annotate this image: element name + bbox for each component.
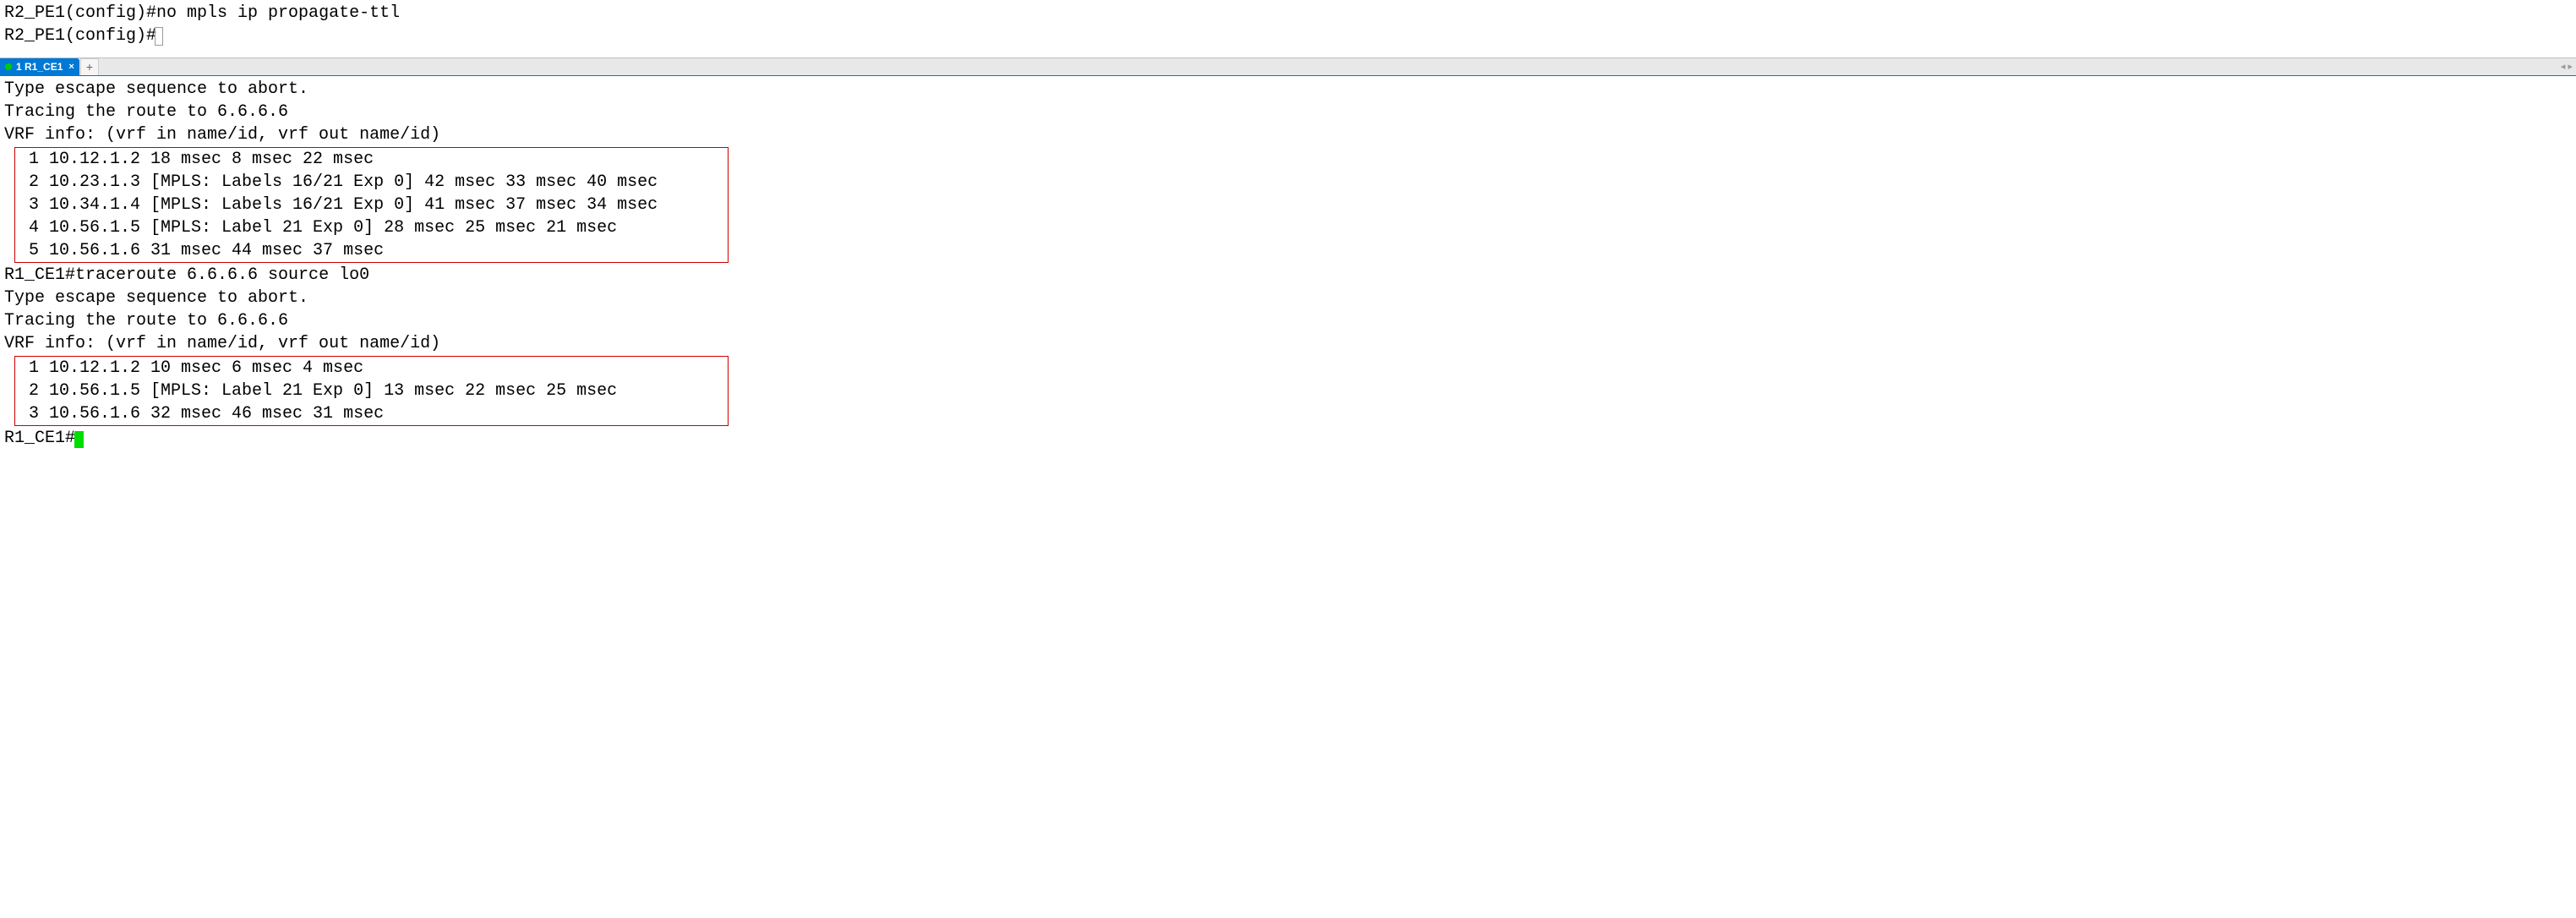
command-text: traceroute 6.6.6.6 source lo0 — [75, 265, 369, 285]
connection-status-icon — [5, 63, 12, 70]
command-text: no mpls ip propagate-ttl — [156, 3, 400, 23]
prompt-text: R2_PE1(config)# — [4, 3, 156, 23]
traceroute-hop-line: 5 10.56.1.6 31 msec 44 msec 37 msec — [19, 239, 724, 262]
traceroute-hop-line: 2 10.56.1.5 [MPLS: Label 21 Exp 0] 13 ms… — [19, 380, 724, 402]
prompt-text: R2_PE1(config)# — [4, 26, 156, 46]
tab-bar: 1 R1_CE1 × + ◂ ▸ — [0, 57, 2576, 76]
cursor-icon — [74, 431, 84, 448]
output-line: Tracing the route to 6.6.6.6 — [4, 309, 2572, 332]
config-line-1: R2_PE1(config)#no mpls ip propagate-ttl — [4, 2, 2572, 25]
prompt-text: R1_CE1# — [4, 429, 75, 448]
config-line-2[interactable]: R2_PE1(config)# — [4, 25, 2572, 47]
cursor-icon — [155, 27, 163, 46]
output-line: Type escape sequence to abort. — [4, 287, 2572, 309]
traceroute-hop-line: 4 10.56.1.5 [MPLS: Label 21 Exp 0] 28 ms… — [19, 216, 724, 239]
output-line: VRF info: (vrf in name/id, vrf out name/… — [4, 123, 2572, 146]
prompt-text: R1_CE1# — [4, 265, 75, 285]
final-prompt-line[interactable]: R1_CE1# — [4, 427, 2572, 450]
tab-label: 1 R1_CE1 — [16, 60, 63, 74]
terminal-bottom-panel: Type escape sequence to abort. Tracing t… — [0, 76, 2576, 451]
output-line: Type escape sequence to abort. — [4, 78, 2572, 101]
close-icon[interactable]: × — [68, 61, 74, 74]
traceroute-hop-line: 1 10.12.1.2 10 msec 6 msec 4 msec — [19, 357, 724, 380]
traceroute-hop-line: 3 10.34.1.4 [MPLS: Labels 16/21 Exp 0] 4… — [19, 194, 724, 216]
plus-icon: + — [86, 59, 93, 75]
traceroute-command-line: R1_CE1#traceroute 6.6.6.6 source lo0 — [4, 264, 2572, 287]
tab-active[interactable]: 1 R1_CE1 × — [0, 58, 79, 75]
terminal-top-panel: R2_PE1(config)#no mpls ip propagate-ttl … — [0, 0, 2576, 49]
traceroute-result-box-2: 1 10.12.1.2 10 msec 6 msec 4 msec 2 10.5… — [14, 356, 729, 426]
traceroute-hop-line: 2 10.23.1.3 [MPLS: Labels 16/21 Exp 0] 4… — [19, 171, 724, 194]
output-line: Tracing the route to 6.6.6.6 — [4, 101, 2572, 123]
tab-scroll-controls[interactable]: ◂ ▸ — [2561, 58, 2576, 75]
tab-add-button[interactable]: + — [80, 58, 99, 75]
traceroute-hop-line: 1 10.12.1.2 18 msec 8 msec 22 msec — [19, 148, 724, 171]
traceroute-result-box-1: 1 10.12.1.2 18 msec 8 msec 22 msec 2 10.… — [14, 147, 729, 263]
output-line: VRF info: (vrf in name/id, vrf out name/… — [4, 332, 2572, 355]
traceroute-hop-line: 3 10.56.1.6 32 msec 46 msec 31 msec — [19, 402, 724, 425]
